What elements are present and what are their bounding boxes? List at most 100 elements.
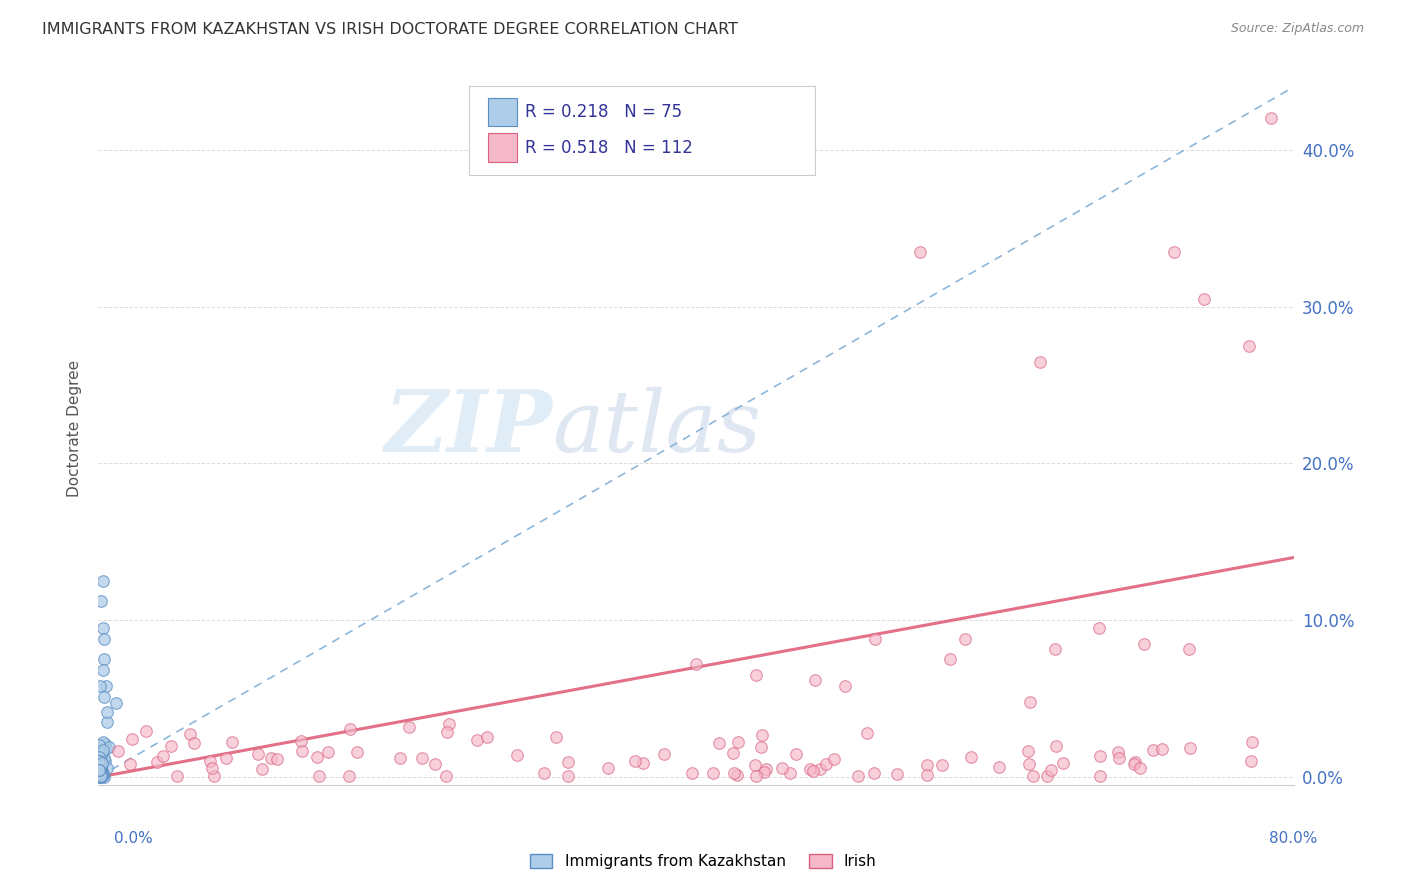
- Point: [94, 740, 117, 755]
- Point: [681, 766, 703, 780]
- Point: [1019, 695, 1042, 709]
- Point: [1260, 112, 1282, 126]
- Point: [135, 724, 157, 739]
- Point: [1237, 339, 1260, 353]
- Point: [247, 747, 270, 762]
- Point: [931, 758, 953, 772]
- Point: [598, 761, 620, 775]
- Point: [988, 760, 1011, 774]
- Point: [90, 594, 112, 608]
- Point: [152, 749, 174, 764]
- Point: [915, 758, 938, 772]
- Point: [1088, 621, 1111, 635]
- Text: 0.0%: 0.0%: [114, 831, 153, 846]
- Point: [799, 762, 821, 776]
- Point: [865, 632, 887, 646]
- Point: [1036, 769, 1059, 783]
- Point: [1133, 637, 1156, 651]
- Point: [89, 768, 111, 782]
- Point: [1022, 769, 1045, 783]
- Point: [93, 690, 115, 704]
- Point: [91, 743, 114, 757]
- Point: [423, 757, 446, 772]
- Point: [90, 764, 112, 779]
- Point: [91, 664, 114, 678]
- Point: [307, 750, 329, 764]
- Text: ZIP: ZIP: [385, 386, 553, 470]
- Point: [290, 734, 312, 748]
- Point: [1142, 743, 1164, 757]
- Point: [90, 765, 112, 780]
- Point: [91, 769, 114, 783]
- Text: IMMIGRANTS FROM KAZAKHSTAN VS IRISH DOCTORATE DEGREE CORRELATION CHART: IMMIGRANTS FROM KAZAKHSTAN VS IRISH DOCT…: [42, 22, 738, 37]
- Point: [90, 746, 112, 760]
- Point: [557, 755, 579, 769]
- Point: [89, 770, 111, 784]
- Point: [90, 755, 112, 769]
- Point: [751, 728, 773, 742]
- FancyBboxPatch shape: [470, 86, 815, 175]
- Point: [90, 757, 112, 772]
- Point: [1028, 354, 1050, 368]
- Point: [91, 747, 114, 761]
- Point: [87, 762, 110, 776]
- Point: [159, 739, 181, 753]
- Point: [89, 767, 111, 781]
- Point: [834, 679, 856, 693]
- Point: [411, 750, 433, 764]
- Point: [846, 769, 869, 783]
- Legend: Immigrants from Kazakhstan, Irish: Immigrants from Kazakhstan, Irish: [523, 848, 883, 875]
- Point: [1045, 739, 1067, 753]
- Point: [89, 764, 111, 779]
- Point: [200, 761, 222, 775]
- Text: R = 0.218   N = 75: R = 0.218 N = 75: [524, 103, 682, 121]
- Point: [91, 574, 114, 588]
- Point: [90, 763, 112, 777]
- Point: [886, 766, 908, 780]
- Point: [91, 749, 114, 764]
- Point: [804, 673, 827, 687]
- Point: [685, 657, 707, 672]
- Point: [260, 751, 283, 765]
- FancyBboxPatch shape: [488, 98, 517, 127]
- Text: atlas: atlas: [553, 387, 762, 469]
- Point: [823, 751, 845, 765]
- Point: [1017, 744, 1039, 758]
- Point: [87, 755, 110, 769]
- Point: [1192, 292, 1215, 306]
- Point: [557, 769, 579, 783]
- Point: [89, 764, 111, 779]
- Point: [631, 756, 654, 770]
- Point: [308, 769, 330, 783]
- Point: [87, 760, 110, 774]
- Point: [702, 766, 724, 780]
- Point: [808, 762, 831, 776]
- Text: 80.0%: 80.0%: [1270, 831, 1317, 846]
- Point: [1122, 756, 1144, 771]
- Point: [89, 764, 111, 778]
- Point: [87, 768, 110, 782]
- Point: [1088, 769, 1111, 783]
- Point: [959, 750, 981, 764]
- Point: [200, 754, 222, 768]
- Point: [727, 735, 749, 749]
- Point: [1043, 641, 1066, 656]
- Point: [89, 763, 111, 777]
- Point: [91, 766, 114, 780]
- Point: [118, 756, 141, 771]
- Point: [94, 679, 117, 693]
- Point: [779, 766, 801, 780]
- Point: [89, 754, 111, 768]
- Point: [1152, 742, 1174, 756]
- Point: [221, 735, 243, 749]
- Point: [89, 767, 111, 781]
- Point: [1018, 757, 1040, 772]
- Point: [744, 758, 766, 772]
- Point: [1163, 244, 1185, 259]
- Point: [266, 752, 288, 766]
- Point: [89, 769, 111, 783]
- Point: [87, 764, 110, 779]
- Point: [863, 766, 886, 780]
- Point: [183, 736, 205, 750]
- Point: [1040, 763, 1063, 777]
